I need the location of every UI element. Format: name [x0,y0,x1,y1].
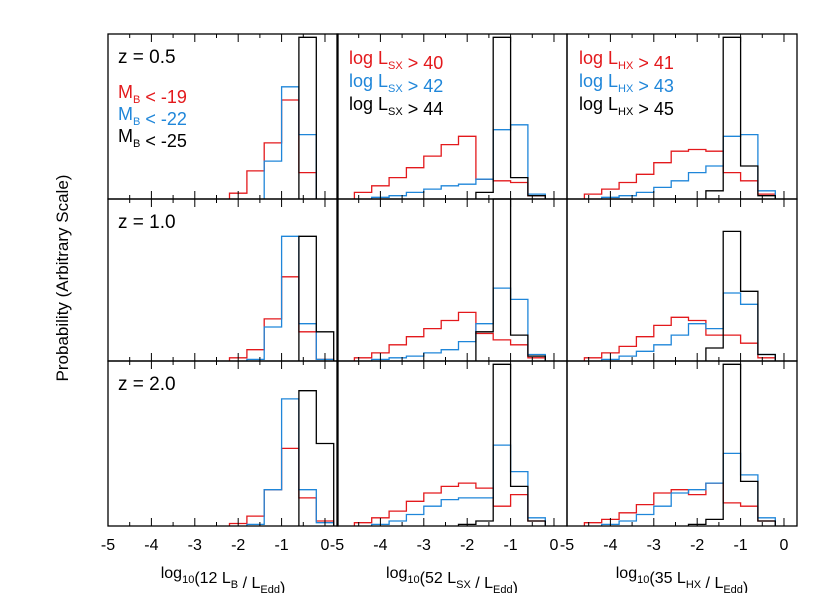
legend-entry-red: log LHX > 41 [579,48,674,73]
x-tick-label: -3 [188,537,202,554]
panel-r1-c0: z = 1.0 [107,198,339,362]
legend-entry-black: log LSX > 44 [349,94,443,119]
x-tick-label: -5 [101,537,115,554]
panel-frame [336,198,568,362]
x-axis-label-2: log10(35 LHX / LEdd) [616,565,749,593]
x-tick-label: -4 [144,537,158,554]
row-label: z = 1.0 [118,212,176,233]
legend-entry-blue: log LHX > 43 [579,71,674,96]
series-red-r0-c2 [583,148,776,199]
series-black-r0-c2 [705,36,776,199]
x-tick-label: 0 [321,537,330,554]
series-black-r1-c0 [298,235,335,361]
x-tick-label: -3 [647,537,661,554]
y-axis-label: Probability (Arbitrary Scale) [53,175,72,382]
series-blue-r0-c2 [601,133,776,199]
series-blue-r1-c0 [246,235,335,361]
series-blue-r0-c1 [371,124,546,199]
x-tick-label: -3 [417,537,431,554]
series-black-r2-c2 [687,363,776,526]
x-tick-label: -2 [231,537,245,554]
x-tick-label: 0 [780,537,789,554]
x-tick-label: -1 [733,537,747,554]
series-red-r2-c1 [353,482,546,526]
series-black-r1-c2 [705,230,776,361]
series-red-r2-c2 [583,482,776,526]
series-blue-r2-c2 [601,452,776,526]
series-red-r1-c2 [583,316,776,361]
x-tick-label: -4 [603,537,617,554]
x-axis-label-1: log10(52 LSX / LEdd) [386,565,518,593]
panel-r2-c0: z = 2.0 [107,360,339,527]
x-tick-label: -5 [560,537,574,554]
x-tick-label: 0 [550,537,559,554]
series-red-r0-c1 [353,135,546,199]
series-blue-r0-c0 [263,86,317,199]
series-black-r0-c1 [475,36,546,199]
legend-entry-blue: MB < -22 [118,104,187,129]
panel-frame [566,360,798,527]
panel-r2-c2 [566,360,798,527]
series-black-r1-c1 [475,198,546,361]
row-label: z = 2.0 [118,374,176,395]
series-blue-r1-c2 [601,292,776,361]
x-tick-label: -1 [503,537,517,554]
row-label: z = 0.5 [118,47,176,68]
panel-r1-c2 [566,198,798,362]
panel-r2-c1 [336,360,568,527]
series-red-r1-c1 [353,311,546,361]
panel-frame [566,198,798,362]
series-black-r2-c0 [298,390,335,526]
series-blue-r1-c1 [371,287,546,361]
series-black-r0-c0 [298,36,317,199]
x-tick-label: -5 [330,537,344,554]
panel-frame [107,360,339,527]
series-red-r0-c0 [228,99,317,199]
x-tick-label: -4 [373,537,387,554]
series-blue-r2-c1 [371,444,546,526]
legend-entry-blue: log LSX > 42 [349,71,443,96]
x-tick-label: -2 [460,537,474,554]
panel-r1-c1 [336,198,568,362]
legend-entry-black: MB < -25 [118,126,187,151]
series-black-r2-c1 [457,363,546,526]
x-tick-label: -1 [274,537,288,554]
series-blue-r2-c0 [246,398,335,526]
legend-entry-red: log LSX > 40 [349,48,443,73]
legend-entry-red: MB < -19 [118,82,187,107]
x-tick-label: -2 [690,537,704,554]
panel-frame [336,360,568,527]
x-axis-label-0: log10(12 LB / LEdd) [161,565,286,593]
legend-entry-black: log LHX > 45 [579,94,674,119]
